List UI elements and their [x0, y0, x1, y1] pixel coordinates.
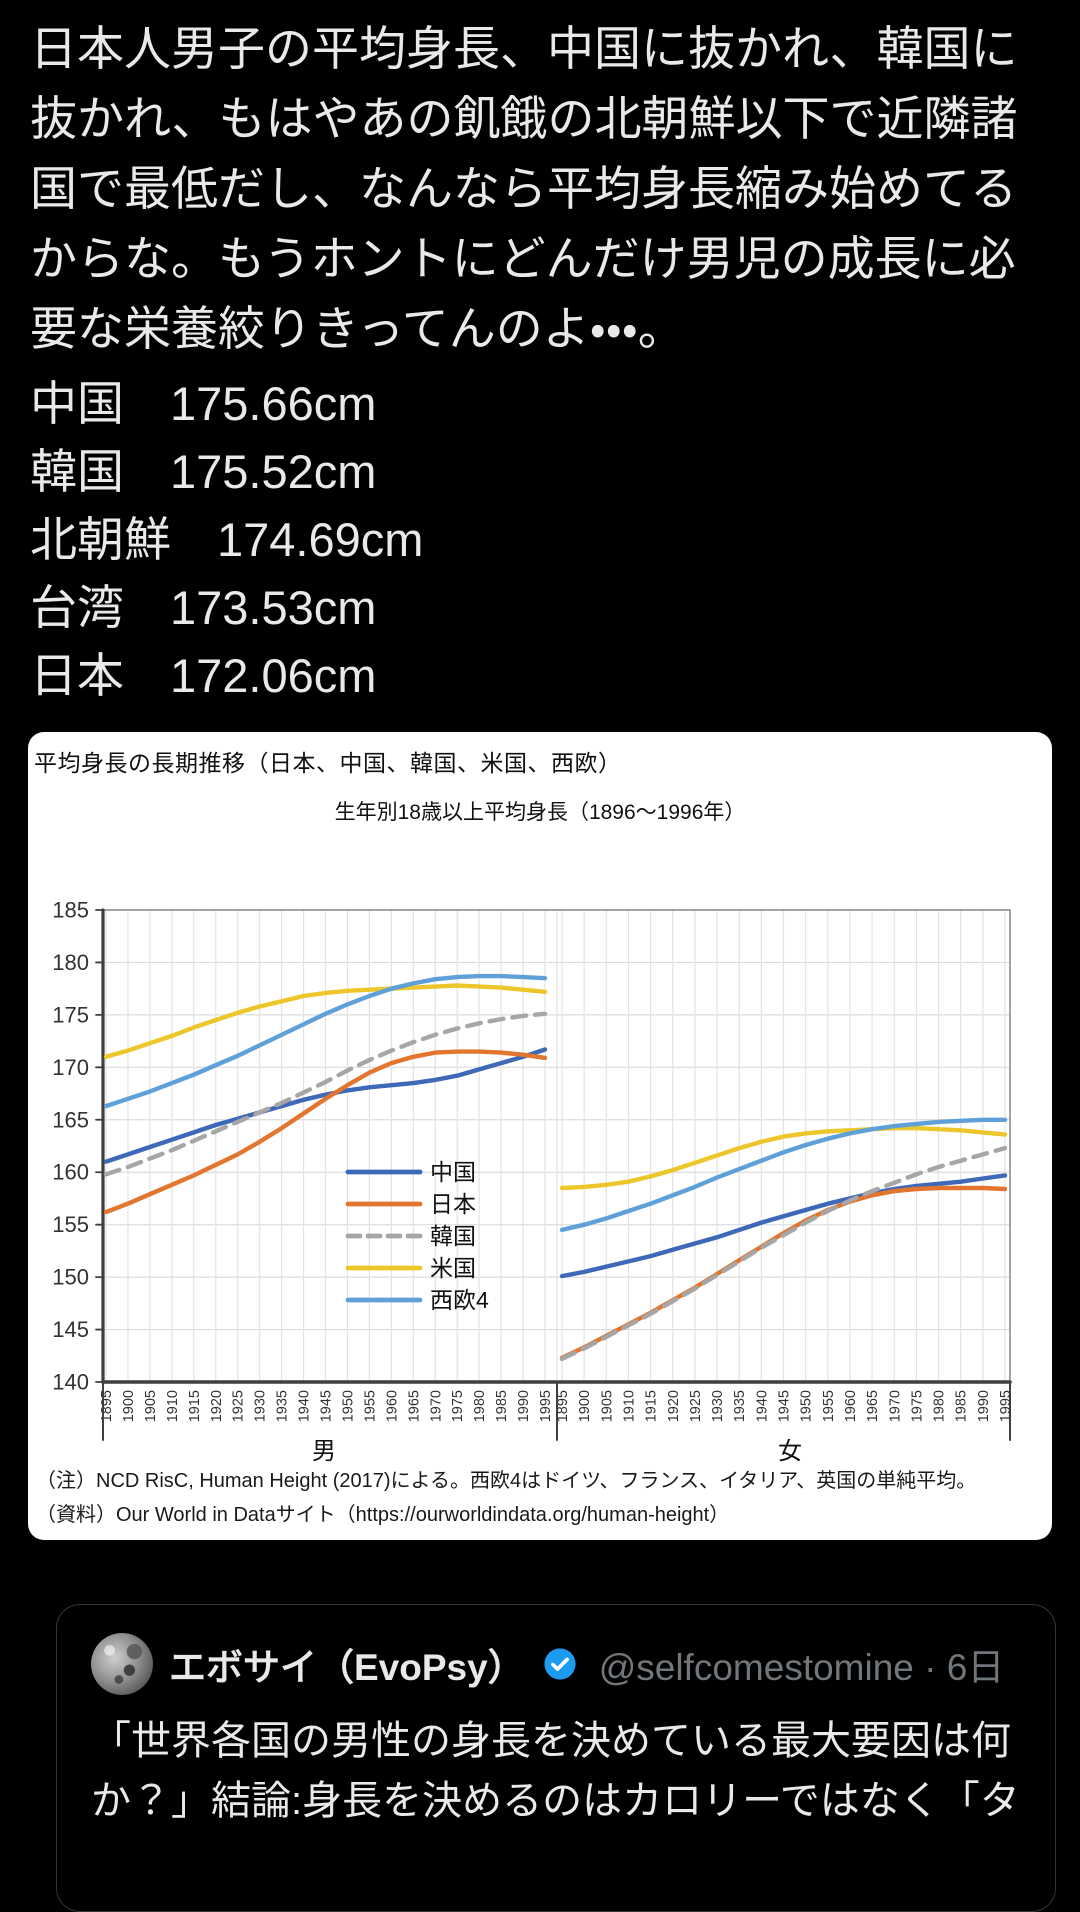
svg-text:1940: 1940	[297, 1390, 313, 1422]
svg-text:1925: 1925	[231, 1390, 247, 1422]
svg-text:1985: 1985	[494, 1390, 510, 1422]
chart-subtitle: 生年別18歳以上平均身長（1896～1996年）	[334, 801, 746, 824]
country-label: 日本	[30, 649, 124, 702]
svg-text:1925: 1925	[688, 1390, 704, 1422]
country-label: 台湾	[30, 581, 124, 634]
svg-text:1945: 1945	[319, 1390, 335, 1422]
tweet-media-chart-image[interactable]: 平均身長の長期推移（日本、中国、韓国、米国、西欧） 生年別18歳以上平均身長（1…	[28, 732, 1052, 1540]
svg-text:1950: 1950	[799, 1390, 815, 1422]
svg-text:155: 155	[52, 1212, 89, 1237]
svg-text:165: 165	[52, 1107, 89, 1132]
height-value: 174.69cm	[217, 513, 424, 566]
svg-text:1910: 1910	[621, 1390, 637, 1422]
svg-text:1895: 1895	[99, 1390, 115, 1422]
svg-text:西欧4: 西欧4	[430, 1287, 489, 1313]
svg-text:1905: 1905	[143, 1390, 159, 1422]
main-tweet-text: 日本人男子の平均身長、中国に抜かれ、韓国に抜かれ、もはやあの飢餓の北朝鮮以下で近…	[30, 22, 1018, 355]
country-label: 韓国	[30, 445, 124, 498]
svg-text:1935: 1935	[275, 1390, 291, 1422]
svg-text:1960: 1960	[384, 1390, 400, 1422]
svg-text:女: 女	[778, 1438, 802, 1462]
quoted-display-name[interactable]: エボサイ（EvoPsy）	[169, 1647, 525, 1688]
svg-text:1920: 1920	[666, 1390, 682, 1422]
svg-text:男: 男	[312, 1438, 336, 1462]
svg-text:1965: 1965	[406, 1390, 422, 1422]
svg-text:1985: 1985	[954, 1390, 970, 1422]
svg-text:1915: 1915	[644, 1390, 660, 1422]
quoted-tweet-card[interactable]: エボサイ（EvoPsy） @selfcomestomine · 6日 「世界各国…	[56, 1604, 1056, 1912]
svg-text:1900: 1900	[577, 1390, 593, 1422]
svg-text:145: 145	[52, 1317, 89, 1342]
quoted-tweet-header: エボサイ（EvoPsy） @selfcomestomine · 6日	[91, 1633, 1021, 1695]
svg-text:米国: 米国	[430, 1255, 476, 1281]
country-label: 中国	[30, 377, 124, 430]
svg-text:140: 140	[52, 1370, 89, 1395]
svg-text:1990: 1990	[976, 1390, 992, 1422]
svg-text:1950: 1950	[340, 1390, 356, 1422]
svg-text:1940: 1940	[754, 1390, 770, 1422]
svg-text:1970: 1970	[887, 1390, 903, 1422]
svg-text:中国: 中国	[430, 1159, 476, 1185]
height-row-taiwan: 台湾 173.53cm	[30, 574, 1056, 642]
svg-text:1960: 1960	[843, 1390, 859, 1422]
svg-text:1995: 1995	[538, 1390, 554, 1422]
svg-text:160: 160	[52, 1160, 89, 1185]
quoted-tweet-text: 「世界各国の男性の身長を決めている最大要因は何か？」結論:身長を決めるのはカロリ…	[91, 1719, 1020, 1823]
svg-text:185: 185	[52, 898, 89, 923]
svg-text:1995: 1995	[998, 1390, 1014, 1422]
svg-text:1935: 1935	[732, 1390, 748, 1422]
svg-text:1975: 1975	[450, 1390, 466, 1422]
height-value: 175.52cm	[170, 445, 377, 498]
height-value: 173.53cm	[170, 581, 377, 634]
svg-text:1965: 1965	[865, 1390, 881, 1422]
svg-text:1980: 1980	[472, 1390, 488, 1422]
twitter-dark-feed: { "main_tweet": { "text": "日本人男子の平均身長、中国…	[0, 14, 1080, 1912]
svg-text:1930: 1930	[253, 1390, 269, 1422]
svg-text:1970: 1970	[428, 1390, 444, 1422]
svg-text:韓国: 韓国	[430, 1223, 476, 1249]
chart-source-link: （資料）Our World in Dataサイト（https://ourworl…	[36, 1504, 730, 1526]
verified-badge-icon	[544, 1648, 576, 1680]
avatar[interactable]	[91, 1633, 153, 1695]
svg-text:1915: 1915	[187, 1390, 203, 1422]
svg-text:1920: 1920	[209, 1390, 225, 1422]
svg-text:175: 175	[52, 1002, 89, 1027]
svg-text:1900: 1900	[121, 1390, 137, 1422]
height-row-japan: 日本 172.06cm	[30, 642, 1056, 710]
height-value: 175.66cm	[170, 377, 377, 430]
height-value: 172.06cm	[170, 649, 377, 702]
country-label: 北朝鮮	[30, 513, 171, 566]
svg-text:1910: 1910	[165, 1390, 181, 1422]
chart-source-note: （注）NCD RisC, Human Height (2017)による。西欧4は…	[36, 1470, 977, 1492]
svg-text:170: 170	[52, 1055, 89, 1080]
svg-text:1930: 1930	[710, 1390, 726, 1422]
height-row-china: 中国 175.66cm	[30, 370, 1056, 438]
svg-text:150: 150	[52, 1265, 89, 1290]
height-ranking-list: 中国 175.66cm 韓国 175.52cm 北朝鮮 174.69cm 台湾 …	[30, 370, 1056, 710]
height-row-korea: 韓国 175.52cm	[30, 438, 1056, 506]
svg-text:1945: 1945	[777, 1390, 793, 1422]
svg-text:1990: 1990	[516, 1390, 532, 1422]
svg-text:1905: 1905	[599, 1390, 615, 1422]
svg-text:1980: 1980	[932, 1390, 948, 1422]
svg-text:日本: 日本	[430, 1191, 476, 1217]
chart-card-title: 平均身長の長期推移（日本、中国、韓国、米国、西欧）	[34, 750, 622, 776]
svg-text:1955: 1955	[362, 1390, 378, 1422]
height-trend-line-chart: 140 145 150 155 160 165 170 175 180 185 1895 1900 19…	[52, 898, 1014, 1463]
quoted-handle-and-time[interactable]: @selfcomestomine · 6日	[598, 1647, 1005, 1688]
svg-text:1975: 1975	[909, 1390, 925, 1422]
svg-text:1895: 1895	[555, 1390, 571, 1422]
height-row-north-korea: 北朝鮮 174.69cm	[30, 506, 1056, 574]
svg-text:1955: 1955	[821, 1390, 837, 1422]
svg-text:180: 180	[52, 950, 89, 975]
